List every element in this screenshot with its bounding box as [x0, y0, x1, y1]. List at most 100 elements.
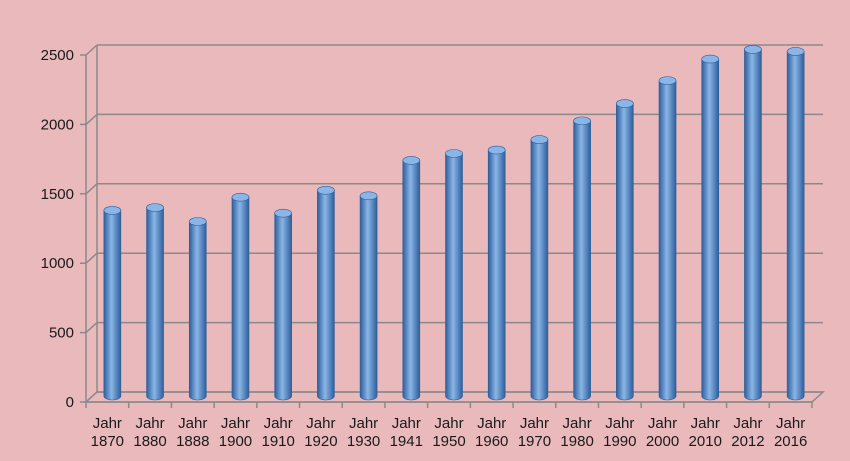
bar-top — [744, 45, 762, 54]
x-tick-label: Jahr — [392, 415, 421, 432]
x-tick-label: Jahr — [563, 415, 592, 432]
bar-body — [786, 51, 805, 401]
x-tick-label: 2012 — [731, 433, 764, 450]
bar — [445, 149, 463, 401]
y-tick-label: 500 — [49, 325, 74, 342]
bar-body — [317, 189, 335, 401]
bar-top — [274, 208, 292, 218]
bar-top — [103, 206, 122, 215]
bar-body — [573, 120, 591, 401]
bar — [274, 208, 292, 401]
x-tick-label: 1990 — [603, 433, 636, 450]
gridline-depth — [85, 113, 98, 125]
x-tick-label: Jahr — [135, 415, 164, 432]
bar — [231, 192, 250, 401]
bar — [146, 203, 164, 401]
x-tick-label: 1900 — [219, 433, 252, 450]
x-tick-label: 1920 — [304, 433, 337, 450]
y-tick-label: 2500 — [41, 47, 74, 64]
bar — [188, 217, 207, 401]
x-tick-label: Jahr — [477, 415, 506, 432]
bar-top — [530, 135, 549, 144]
x-tick-label: 1980 — [560, 433, 593, 450]
bar — [317, 185, 335, 401]
bar-body — [146, 207, 164, 401]
x-tick-label: 2000 — [646, 433, 679, 450]
bar-body — [402, 160, 421, 401]
bar — [786, 47, 805, 401]
bar-body — [744, 49, 762, 401]
bar — [744, 45, 762, 401]
bar-top — [487, 145, 506, 155]
x-tick-label: Jahr — [349, 415, 378, 432]
x-tick-label: 1950 — [432, 433, 465, 450]
bar-top — [445, 149, 463, 158]
bar-top — [188, 217, 207, 226]
bar-top — [359, 191, 378, 201]
gridline-depth — [85, 252, 98, 264]
bar-body — [103, 210, 122, 401]
bar — [103, 206, 122, 401]
x-tick-label: Jahr — [733, 415, 762, 432]
x-tick-label: Jahr — [605, 415, 634, 432]
x-tick-label: Jahr — [178, 415, 207, 432]
x-tick-label: Jahr — [691, 415, 720, 432]
x-axis: Jahr1870Jahr1880Jahr1888Jahr1900Jahr1910… — [85, 401, 813, 450]
bar-body — [487, 149, 506, 401]
x-tick-label: Jahr — [434, 415, 463, 432]
x-tick-label: 1910 — [261, 433, 294, 450]
x-tick-label: Jahr — [520, 415, 549, 432]
bar — [530, 135, 549, 401]
bar-body — [530, 139, 549, 401]
x-tick-label: Jahr — [306, 415, 335, 432]
bar-body — [231, 196, 250, 401]
bar-body — [359, 195, 378, 401]
x-tick-label: 1970 — [518, 433, 551, 450]
x-tick-label: 1880 — [133, 433, 166, 450]
bar-top — [573, 116, 591, 126]
y-tick-label: 1000 — [41, 255, 74, 272]
bars — [103, 45, 805, 401]
bar — [573, 116, 591, 401]
gridline-depth — [85, 322, 98, 334]
bar-top — [317, 185, 335, 195]
gridline-depth — [85, 44, 98, 56]
bar — [701, 54, 720, 401]
x-tick-label: Jahr — [264, 415, 293, 432]
bar — [487, 145, 506, 401]
bar-body — [274, 212, 292, 401]
bar-top — [231, 192, 250, 202]
y-axis: 0 500 1000 1500 2000 2500 — [41, 47, 87, 411]
y-tick-label: 2000 — [41, 116, 74, 133]
bar — [359, 191, 378, 401]
bar-top — [616, 99, 634, 108]
bar-body — [658, 80, 677, 401]
bar-top — [146, 203, 164, 212]
bar-body — [445, 153, 463, 401]
x-tick-label: 1870 — [91, 433, 124, 450]
bar — [616, 99, 634, 401]
x-tick-label: 1888 — [176, 433, 209, 450]
x-tick-label: Jahr — [776, 415, 805, 432]
x-tick-label: 1960 — [475, 433, 508, 450]
bar-top — [786, 47, 805, 56]
x-tick-label: 1930 — [347, 433, 380, 450]
bar-body — [701, 58, 720, 401]
bar-body — [616, 103, 634, 401]
y-tick-label: 0 — [66, 394, 74, 411]
x-tick-label: Jahr — [221, 415, 250, 432]
bar — [402, 156, 421, 401]
bar-body — [188, 221, 207, 401]
gridline-depth — [85, 183, 98, 195]
bar — [658, 76, 677, 401]
x-tick-label: Jahr — [93, 415, 122, 432]
x-tick-label: 1941 — [390, 433, 423, 450]
x-tick-label: Jahr — [648, 415, 677, 432]
bar-top — [402, 156, 421, 165]
x-tick-label: 2016 — [774, 433, 807, 450]
bar-top — [658, 76, 677, 85]
bar-top — [701, 54, 720, 64]
y-tick-label: 1500 — [41, 186, 74, 203]
x-tick-label: 2010 — [689, 433, 722, 450]
